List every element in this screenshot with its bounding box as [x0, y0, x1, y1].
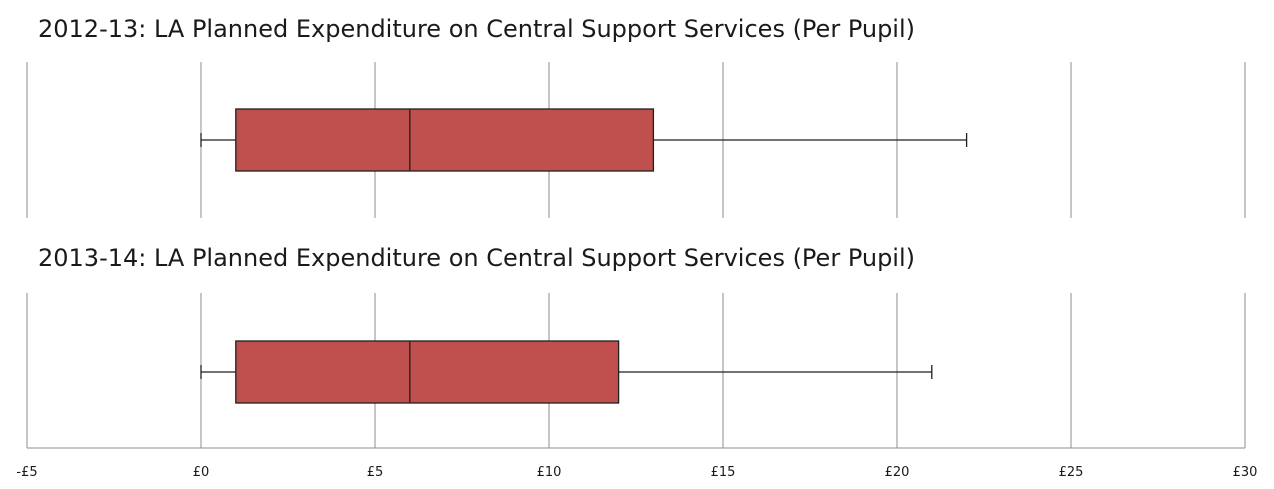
- gridlines: [26, 62, 1246, 449]
- boxplots: [200, 108, 968, 404]
- iqr-box-panel1: [235, 108, 655, 172]
- x-tick-label: £0: [193, 465, 210, 480]
- x-tick-label: -£5: [16, 465, 37, 480]
- x-tick-label: £25: [1059, 465, 1084, 480]
- x-axis-tick-labels: -£5 £0 £5 £10 £15 £20 £25 £30: [16, 465, 1257, 480]
- x-tick-label: £10: [537, 465, 562, 480]
- iqr-box-panel2: [235, 340, 620, 404]
- x-tick-label: £20: [885, 465, 910, 480]
- chart-title-2012-13: 2012-13: LA Planned Expenditure on Centr…: [38, 15, 915, 43]
- x-tick-label: £15: [711, 465, 736, 480]
- x-tick-label: £5: [367, 465, 384, 480]
- x-tick-label: £30: [1233, 465, 1258, 480]
- chart-title-2013-14: 2013-14: LA Planned Expenditure on Centr…: [38, 244, 915, 272]
